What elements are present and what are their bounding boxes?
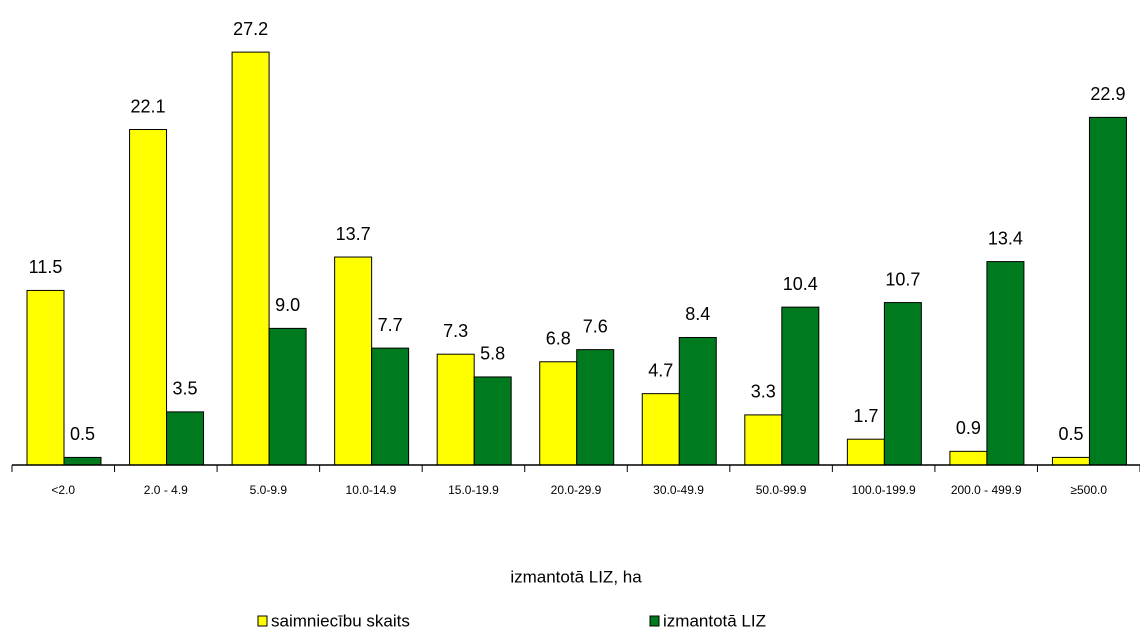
x-tick-label: 200.0 - 499.9 bbox=[951, 483, 1022, 497]
bar bbox=[1051, 456, 1090, 466]
x-tick-label: 5.0-9.9 bbox=[250, 483, 288, 497]
data-label: 10.4 bbox=[783, 274, 818, 294]
bar bbox=[883, 302, 922, 466]
legend-swatch bbox=[257, 615, 268, 627]
data-label: 7.6 bbox=[583, 316, 608, 336]
bar bbox=[846, 438, 885, 466]
data-label: 0.5 bbox=[70, 424, 95, 444]
data-label: 3.3 bbox=[751, 382, 776, 402]
bar bbox=[539, 361, 578, 466]
data-label: 4.7 bbox=[648, 360, 673, 380]
data-label: 9.0 bbox=[275, 295, 300, 315]
data-label: 6.8 bbox=[546, 329, 571, 349]
x-axis-title: izmantotā LIZ, ha bbox=[510, 567, 642, 586]
data-label: 7.3 bbox=[443, 321, 468, 341]
data-label: 22.9 bbox=[1090, 84, 1125, 104]
bar bbox=[436, 353, 475, 466]
bar bbox=[166, 411, 205, 466]
data-label: 1.7 bbox=[853, 406, 878, 426]
bar bbox=[63, 456, 102, 466]
x-tick-label: 10.0-14.9 bbox=[346, 483, 397, 497]
data-label: 10.7 bbox=[885, 269, 920, 289]
data-label: 11.5 bbox=[29, 257, 63, 277]
data-label: 0.9 bbox=[956, 418, 981, 438]
bar bbox=[781, 306, 820, 466]
x-tick-label: 20.0-29.9 bbox=[551, 483, 602, 497]
data-label: 8.4 bbox=[685, 304, 710, 324]
bar bbox=[334, 256, 373, 466]
bar bbox=[678, 336, 717, 466]
bar bbox=[1088, 116, 1127, 466]
data-label: 5.8 bbox=[480, 344, 505, 364]
bar bbox=[231, 51, 270, 466]
bar bbox=[641, 393, 680, 466]
bar bbox=[473, 376, 512, 466]
data-label: 13.7 bbox=[336, 224, 371, 244]
bar bbox=[949, 450, 988, 466]
x-tick-label: <2.0 bbox=[51, 483, 75, 497]
x-tick-label: 50.0-99.9 bbox=[756, 483, 807, 497]
x-tick-label: 2.0 - 4.9 bbox=[144, 483, 188, 497]
legend-label: izmantotā LIZ bbox=[663, 611, 766, 630]
legend-swatch bbox=[649, 615, 660, 627]
data-label: 22.1 bbox=[131, 96, 166, 116]
data-label: 13.4 bbox=[988, 228, 1023, 248]
bar bbox=[744, 414, 783, 466]
bar bbox=[986, 261, 1025, 466]
legend-label: saimniecību skaits bbox=[271, 611, 410, 630]
bar bbox=[576, 349, 615, 466]
bar bbox=[371, 347, 410, 466]
data-label: 7.7 bbox=[378, 315, 403, 335]
data-label: 3.5 bbox=[173, 379, 198, 399]
bar bbox=[26, 289, 65, 466]
x-tick-label: 15.0-19.9 bbox=[448, 483, 499, 497]
bar bbox=[129, 129, 168, 466]
x-tick-label: 30.0-49.9 bbox=[653, 483, 704, 497]
data-label: 27.2 bbox=[233, 19, 268, 39]
x-tick-label: ≥500.0 bbox=[1070, 483, 1107, 497]
data-label: 0.5 bbox=[1058, 424, 1083, 444]
bar bbox=[268, 327, 307, 466]
x-tick-label: 100.0-199.9 bbox=[852, 483, 916, 497]
